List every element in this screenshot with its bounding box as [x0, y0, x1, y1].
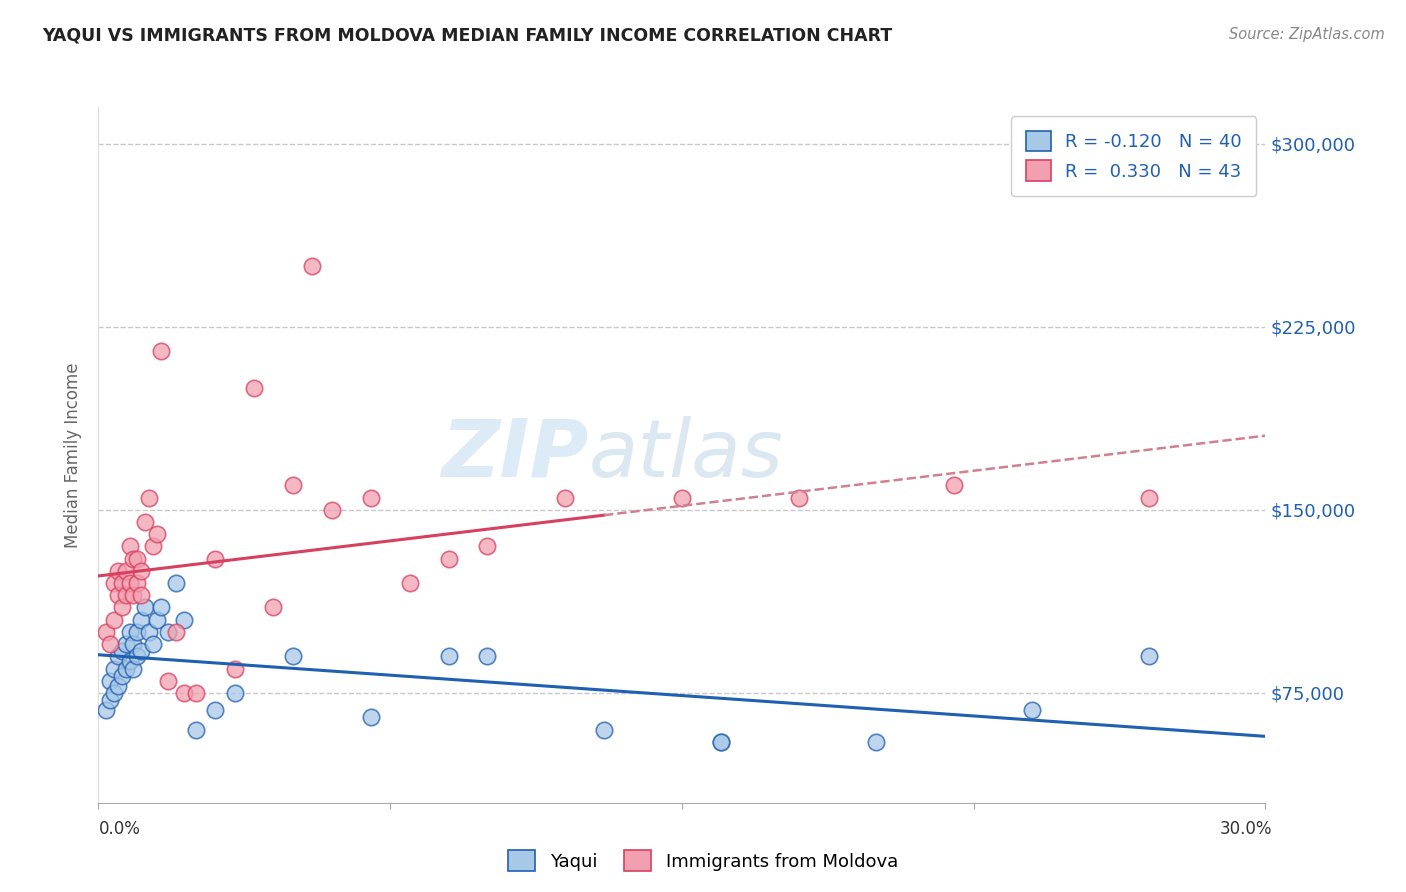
Point	[114, 588, 136, 602]
Point	[321, 503, 343, 517]
Point	[98, 673, 121, 688]
Point	[127, 551, 149, 566]
Point	[111, 669, 134, 683]
Point	[114, 637, 136, 651]
Point	[118, 624, 141, 639]
Point	[224, 661, 246, 675]
Y-axis label: Median Family Income: Median Family Income	[65, 362, 83, 548]
Point	[98, 637, 121, 651]
Point	[146, 527, 169, 541]
Point	[360, 491, 382, 505]
Point	[157, 624, 180, 639]
Legend: R = -0.120   N = 40, R =  0.330   N = 43: R = -0.120 N = 40, R = 0.330 N = 43	[1011, 116, 1257, 195]
Point	[129, 564, 152, 578]
Text: ZIP: ZIP	[441, 416, 589, 494]
Point	[243, 381, 266, 395]
Point	[122, 637, 145, 651]
Point	[138, 624, 160, 639]
Point	[127, 624, 149, 639]
Point	[111, 576, 134, 591]
Point	[103, 613, 125, 627]
Point	[122, 588, 145, 602]
Point	[118, 576, 141, 591]
Point	[281, 478, 304, 492]
Text: Source: ZipAtlas.com: Source: ZipAtlas.com	[1229, 27, 1385, 42]
Point	[1137, 649, 1160, 664]
Point	[103, 576, 125, 591]
Point	[127, 576, 149, 591]
Point	[184, 686, 207, 700]
Point	[157, 673, 180, 688]
Point	[173, 613, 195, 627]
Point	[165, 624, 187, 639]
Point	[107, 649, 129, 664]
Point	[96, 703, 118, 717]
Legend: Yaqui, Immigrants from Moldova: Yaqui, Immigrants from Moldova	[501, 843, 905, 879]
Point	[98, 693, 121, 707]
Text: YAQUI VS IMMIGRANTS FROM MOLDOVA MEDIAN FAMILY INCOME CORRELATION CHART: YAQUI VS IMMIGRANTS FROM MOLDOVA MEDIAN …	[42, 27, 893, 45]
Point	[262, 600, 284, 615]
Point	[710, 735, 733, 749]
Point	[127, 649, 149, 664]
Point	[107, 679, 129, 693]
Point	[865, 735, 887, 749]
Point	[1137, 491, 1160, 505]
Point	[129, 588, 152, 602]
Point	[710, 735, 733, 749]
Point	[129, 644, 152, 658]
Point	[437, 551, 460, 566]
Point	[142, 637, 165, 651]
Point	[107, 588, 129, 602]
Point	[301, 259, 323, 273]
Point	[477, 540, 499, 554]
Point	[146, 613, 169, 627]
Point	[111, 600, 134, 615]
Point	[103, 661, 125, 675]
Point	[149, 600, 172, 615]
Point	[1021, 703, 1043, 717]
Text: 0.0%: 0.0%	[98, 820, 141, 838]
Point	[122, 661, 145, 675]
Point	[107, 564, 129, 578]
Text: 30.0%: 30.0%	[1220, 820, 1272, 838]
Point	[173, 686, 195, 700]
Point	[149, 344, 172, 359]
Point	[204, 703, 226, 717]
Point	[477, 649, 499, 664]
Point	[360, 710, 382, 724]
Point	[118, 654, 141, 668]
Point	[134, 600, 156, 615]
Point	[96, 624, 118, 639]
Point	[142, 540, 165, 554]
Text: atlas: atlas	[589, 416, 783, 494]
Point	[134, 515, 156, 529]
Point	[103, 686, 125, 700]
Point	[204, 551, 226, 566]
Point	[114, 564, 136, 578]
Point	[554, 491, 576, 505]
Point	[165, 576, 187, 591]
Point	[943, 478, 966, 492]
Point	[281, 649, 304, 664]
Point	[129, 613, 152, 627]
Point	[138, 491, 160, 505]
Point	[224, 686, 246, 700]
Point	[118, 540, 141, 554]
Point	[437, 649, 460, 664]
Point	[111, 644, 134, 658]
Point	[114, 661, 136, 675]
Point	[671, 491, 693, 505]
Point	[184, 723, 207, 737]
Point	[122, 551, 145, 566]
Point	[398, 576, 420, 591]
Point	[787, 491, 810, 505]
Point	[593, 723, 616, 737]
